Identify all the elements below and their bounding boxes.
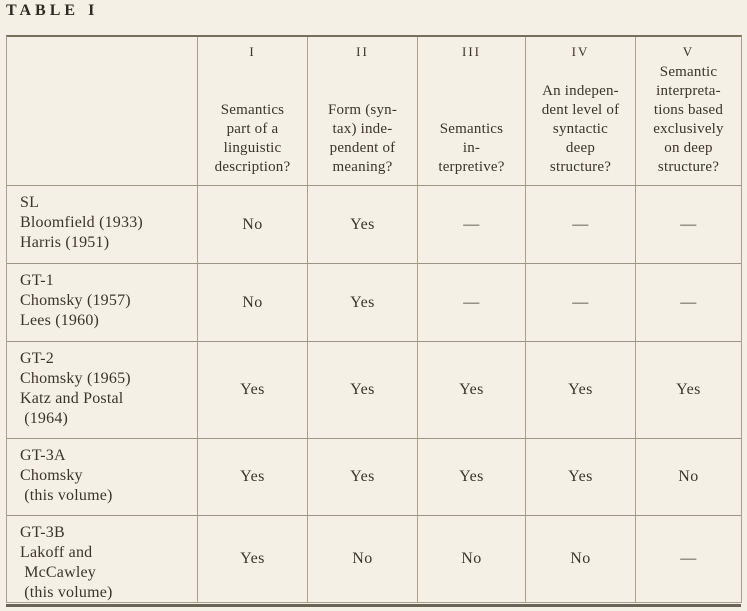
table-cell-r4c2: Yes: [307, 438, 417, 515]
table-cell-r1c1: No: [197, 185, 307, 263]
table-corner-cell: [7, 37, 197, 185]
column-title-3: Semantics in- terpretive?: [438, 121, 505, 175]
table-cell-r2c5: —: [635, 263, 741, 341]
table-title: TABLE I: [6, 2, 94, 20]
table-cell-r5c5: —: [635, 515, 741, 602]
column-numeral-5: V: [682, 44, 695, 59]
column-title-1: Semantics part of a linguistic descripti…: [214, 102, 291, 175]
table-cell-r4c5: No: [635, 438, 741, 515]
table-cell-r3c3: Yes: [417, 341, 525, 438]
table-cell-r2c1: No: [197, 263, 307, 341]
table-cell-r3c5: Yes: [635, 341, 741, 438]
row-label-gt2: GT-2 Chomsky (1965) Katz and Postal (196…: [7, 341, 197, 438]
row-label-gt1: GT-1 Chomsky (1957) Lees (1960): [7, 263, 197, 341]
comparison-table: I Semantics part of a linguistic descrip…: [6, 35, 742, 603]
table-cell-r4c3: Yes: [417, 438, 525, 515]
column-header-5: V Semantic interpreta- tions based exclu…: [635, 37, 741, 185]
column-title-5: Semantic interpreta- tions based exclusi…: [653, 64, 724, 175]
table-cell-r2c4: —: [525, 263, 635, 341]
column-header-3: III Semantics in- terpretive?: [417, 37, 525, 185]
column-title-4: An indepen- dent level of syntactic deep…: [541, 83, 620, 175]
row-label-gt3b: GT-3B Lakoff and McCawley (this volume): [7, 515, 197, 602]
table-cell-r2c2: Yes: [307, 263, 417, 341]
table-title-word: TABLE: [6, 2, 80, 19]
table-cell-r4c1: Yes: [197, 438, 307, 515]
column-header-4: IV An indepen- dent level of syntactic d…: [525, 37, 635, 185]
table-cell-r5c3: No: [417, 515, 525, 602]
table-cell-r5c2: No: [307, 515, 417, 602]
table-cell-r5c1: Yes: [197, 515, 307, 602]
column-numeral-3: III: [462, 44, 481, 59]
table-cell-r3c4: Yes: [525, 341, 635, 438]
table-cell-r1c4: —: [525, 185, 635, 263]
column-numeral-1: I: [249, 44, 256, 59]
row-label-sl: SL Bloomfield (1933) Harris (1951): [7, 185, 197, 263]
column-numeral-2: II: [356, 44, 369, 59]
table-cell-r3c2: Yes: [307, 341, 417, 438]
table-cell-r2c3: —: [417, 263, 525, 341]
table-bottom-rule: [6, 604, 741, 607]
row-label-gt3a: GT-3A Chomsky (this volume): [7, 438, 197, 515]
column-title-2: Form (syn- tax) inde- pendent of meaning…: [327, 102, 398, 175]
table-cell-r1c3: —: [417, 185, 525, 263]
table-cell-r3c1: Yes: [197, 341, 307, 438]
column-header-2: II Form (syn- tax) inde- pendent of mean…: [307, 37, 417, 185]
column-numeral-4: IV: [571, 44, 590, 59]
table-title-numeral: I: [88, 2, 95, 19]
table-cell-r1c2: Yes: [307, 185, 417, 263]
table-cell-r1c5: —: [635, 185, 741, 263]
table-cell-r4c4: Yes: [525, 438, 635, 515]
table-cell-r5c4: No: [525, 515, 635, 602]
column-header-1: I Semantics part of a linguistic descrip…: [197, 37, 307, 185]
